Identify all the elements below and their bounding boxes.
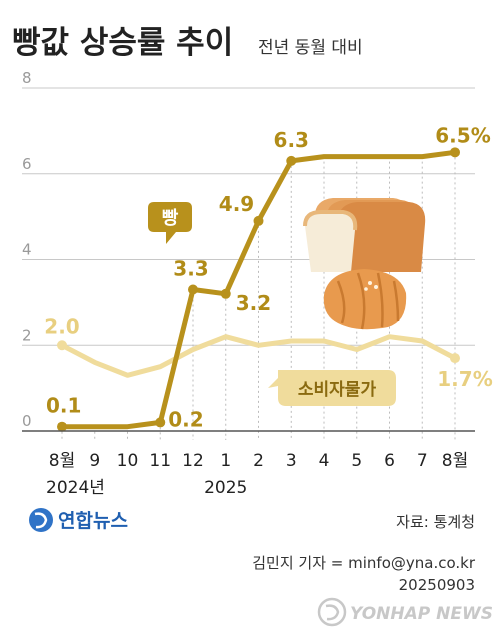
watermark-icon	[317, 597, 347, 627]
x-tick-label: 8월	[49, 451, 75, 471]
x-tick-label: 4	[319, 451, 330, 471]
date-text: 20250903	[399, 576, 475, 594]
data-label: 6.3	[274, 128, 309, 152]
x-tick-label: 6	[384, 451, 395, 471]
y-tick-label: 8	[22, 69, 32, 87]
y-axis-ticks: 0 2 4 6 8	[22, 69, 32, 430]
x-tick-label: 7	[417, 451, 428, 471]
legend-cpi: 소비자물가	[268, 370, 396, 406]
x-tick-label: 12	[182, 451, 204, 471]
data-label: 3.2	[236, 291, 271, 315]
page-title: 빵값 상승률 추이	[12, 25, 233, 61]
data-point	[286, 155, 297, 166]
data-point	[57, 340, 67, 351]
year-label: 2025	[204, 478, 247, 498]
source-text: 자료: 통계청	[396, 513, 475, 531]
data-point	[188, 284, 198, 295]
legend-cpi-label: 소비자물가	[298, 380, 377, 400]
data-point	[155, 417, 166, 428]
series-line-cpi	[60, 334, 457, 378]
legend-bread-label: 빵	[162, 208, 179, 229]
x-tick-label: 5	[351, 451, 362, 471]
year-label: 2024년	[46, 478, 105, 498]
x-tick-label: 1	[220, 451, 231, 471]
data-label: 0.1	[46, 394, 81, 418]
y-tick-label: 4	[22, 241, 32, 259]
yonhap-logo-icon	[29, 508, 53, 532]
data-label: 3.3	[173, 257, 208, 281]
legend-bread: 빵	[148, 202, 192, 244]
x-tick-label: 11	[149, 451, 171, 471]
data-point	[57, 421, 67, 432]
data-point	[220, 288, 231, 299]
data-label: 2.0	[44, 314, 79, 338]
yonhap-logo: 연합뉴스	[29, 508, 128, 532]
data-label: 4.9	[219, 192, 254, 216]
logo-text: 연합뉴스	[58, 510, 128, 532]
data-label: 6.5%	[435, 123, 490, 147]
credit-text: 김민지 기자 = minfo@yna.co.kr	[252, 554, 476, 572]
data-labels: 0.1 0.2 3.3 3.2 4.9 6.3 6.5% 2.0 1.7%	[44, 123, 492, 431]
data-point	[450, 147, 460, 158]
x-tick-label: 8월	[442, 451, 468, 471]
croissant-icon	[323, 269, 407, 330]
watermark: YONHAP NEWS	[317, 597, 493, 627]
y-tick-label: 0	[22, 412, 32, 430]
data-point	[253, 215, 264, 226]
data-label: 0.2	[168, 407, 203, 431]
series-points	[57, 147, 460, 432]
x-tick-label: 3	[286, 451, 297, 471]
bread-loaf-icon	[303, 198, 426, 272]
data-label: 1.7%	[437, 367, 492, 391]
x-tick-label: 9	[89, 451, 100, 471]
x-tick-label: 10	[117, 451, 139, 471]
y-tick-label: 6	[22, 155, 32, 173]
x-tick-label: 2	[253, 451, 264, 471]
data-point	[450, 353, 460, 364]
watermark-text: YONHAP NEWS	[350, 604, 493, 624]
y-tick-label: 2	[22, 326, 32, 344]
page-subtitle: 전년 동월 대비	[258, 38, 363, 58]
